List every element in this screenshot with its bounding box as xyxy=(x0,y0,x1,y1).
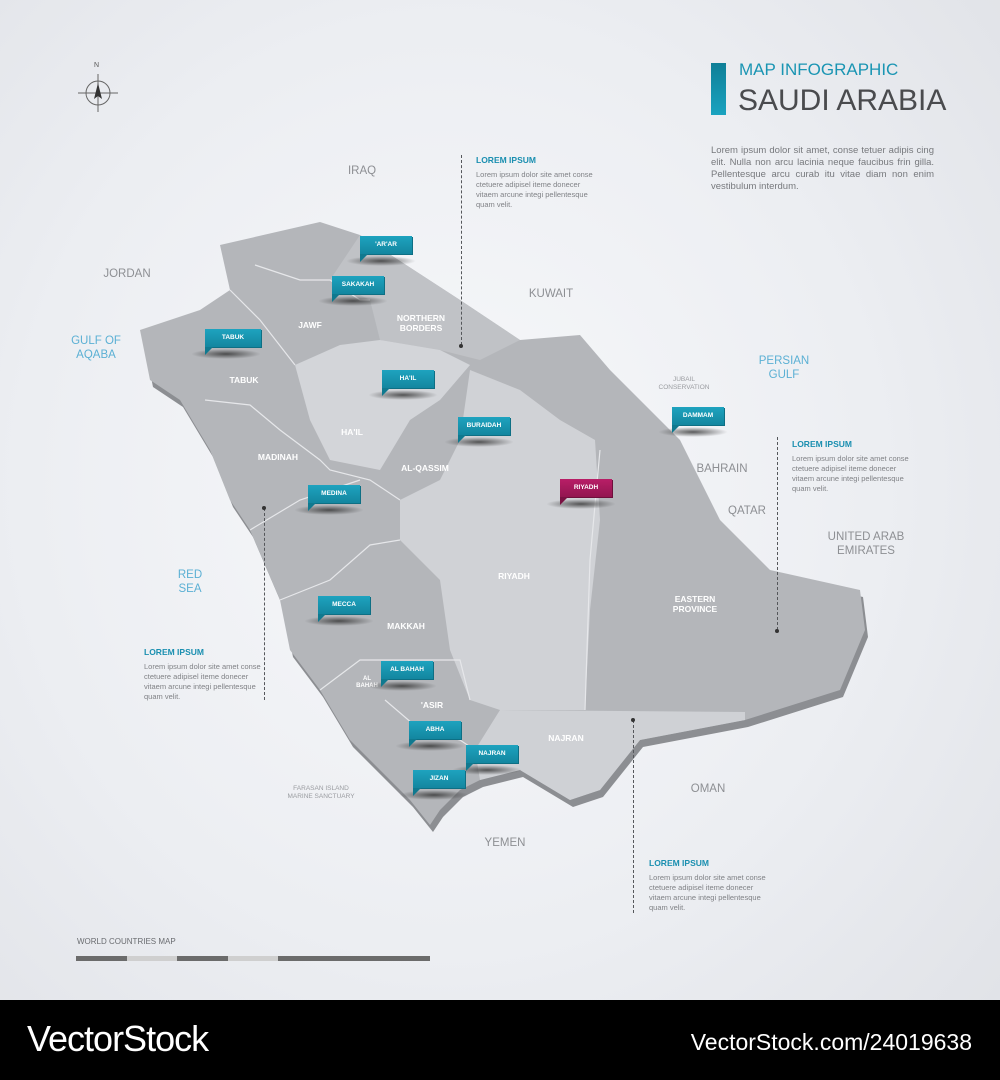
map-description: Lorem ipsum dolor sit amet, conse tetuer… xyxy=(711,145,934,192)
label-iraq: IRAQ xyxy=(347,165,377,177)
region-label-northern-borders: NORTHERN BORDERS xyxy=(396,313,446,333)
label-qatar: QATAR xyxy=(728,505,766,517)
map-subtitle: MAP INFOGRAPHIC xyxy=(739,60,899,79)
region-riyadh[interactable] xyxy=(400,370,600,710)
scale-label: WORLD COUNTRIES MAP xyxy=(77,937,176,946)
region-label-riyadh: RIYADH xyxy=(498,571,530,581)
region-label-hail: HA'IL xyxy=(341,427,363,437)
info-heading: LOREM IPSUM xyxy=(476,155,536,165)
info-block-2: LOREM IPSUM Lorem ipsum dolor site amet … xyxy=(792,439,917,494)
city-pin-najran[interactable]: NAJRAN xyxy=(466,745,518,771)
info-text: Lorem ipsum dolor site amet conse ctetue… xyxy=(792,454,909,493)
city-pin-arar[interactable]: 'AR'AR xyxy=(360,236,412,262)
city-pin-medina[interactable]: MEDINA xyxy=(308,485,360,511)
watermark-brand: VectorStock xyxy=(27,1018,209,1059)
compass-north-label: N xyxy=(94,62,100,69)
watermark-id: VectorStock.com/24019638 xyxy=(690,1029,972,1055)
info-heading: LOREM IPSUM xyxy=(792,439,852,449)
info-block-3: LOREM IPSUM Lorem ipsum dolor site amet … xyxy=(144,647,269,702)
region-label-asir: 'ASIR xyxy=(420,700,444,710)
map-title: SAUDI ARABIA xyxy=(738,84,947,117)
city-pin-riyadh-capital[interactable]: RIYADH xyxy=(560,479,612,505)
compass: N xyxy=(76,62,120,114)
city-pin-buraidah[interactable]: BURAIDAH xyxy=(458,417,510,443)
city-pin-sakakah[interactable]: SAKAKAH xyxy=(332,276,384,302)
city-pin-al-bahah[interactable]: AL BAHAH xyxy=(381,661,433,687)
info-block-4: LOREM IPSUM Lorem ipsum dolor site amet … xyxy=(649,858,774,913)
label-red-sea: RED SEA xyxy=(177,569,203,595)
city-pin-mecca[interactable]: MECCA xyxy=(318,596,370,622)
region-label-makkah: MAKKAH xyxy=(387,621,425,631)
city-pin-dammam[interactable]: DAMMAM xyxy=(672,407,724,433)
region-najran[interactable] xyxy=(475,710,745,800)
city-pin-tabuk[interactable]: TABUK xyxy=(205,329,261,355)
region-label-qassim: AL-QASSIM xyxy=(401,463,449,473)
label-jordan: JORDAN xyxy=(103,268,151,280)
info-heading: LOREM IPSUM xyxy=(144,647,204,657)
region-label-madinah: MADINAH xyxy=(257,452,299,462)
info-block-1: LOREM IPSUM Lorem ipsum dolor site amet … xyxy=(476,155,601,210)
info-text: Lorem ipsum dolor site amet conse ctetue… xyxy=(476,170,593,209)
label-yemen: YEMEN xyxy=(484,837,526,849)
compass-icon xyxy=(78,74,118,112)
region-label-al-bahah: AL BAHAH xyxy=(356,676,378,689)
region-label-jawf: JAWF xyxy=(298,320,322,330)
city-pin-jizan[interactable]: JIZAN xyxy=(413,770,465,796)
region-label-eastern: EASTERN PROVINCE xyxy=(672,594,718,614)
info-text: Lorem ipsum dolor site amet conse ctetue… xyxy=(649,873,766,912)
label-jubail: JUBAIL CONSERVATION xyxy=(658,376,710,391)
label-bahrain: BAHRAIN xyxy=(696,463,748,475)
city-pin-abha[interactable]: ABHA xyxy=(409,721,461,747)
info-heading: LOREM IPSUM xyxy=(649,858,709,868)
info-text: Lorem ipsum dolor site amet conse ctetue… xyxy=(144,662,261,701)
scale-bar xyxy=(76,956,430,961)
label-gulf-of-aqaba: GULF OF AQABA xyxy=(71,335,121,361)
city-pin-hail[interactable]: HA'IL xyxy=(382,370,434,396)
region-label-najran: NAJRAN xyxy=(548,733,584,743)
label-persian-gulf: PERSIAN GULF xyxy=(758,355,810,381)
saudi-arabia-map xyxy=(140,222,868,832)
watermark-bar: VectorStock VectorStock.com/24019638 xyxy=(0,1000,1000,1080)
label-farasan: FARASAN ISLAND MARINE SANCTUARY xyxy=(287,785,355,800)
region-label-tabuk: TABUK xyxy=(229,375,259,385)
label-oman: OMAN xyxy=(690,783,726,795)
region-northern-borders[interactable] xyxy=(330,235,520,360)
title-accent-bar xyxy=(711,63,726,115)
label-uae: UNITED ARAB EMIRATES xyxy=(827,531,905,557)
label-kuwait: KUWAIT xyxy=(528,288,574,300)
